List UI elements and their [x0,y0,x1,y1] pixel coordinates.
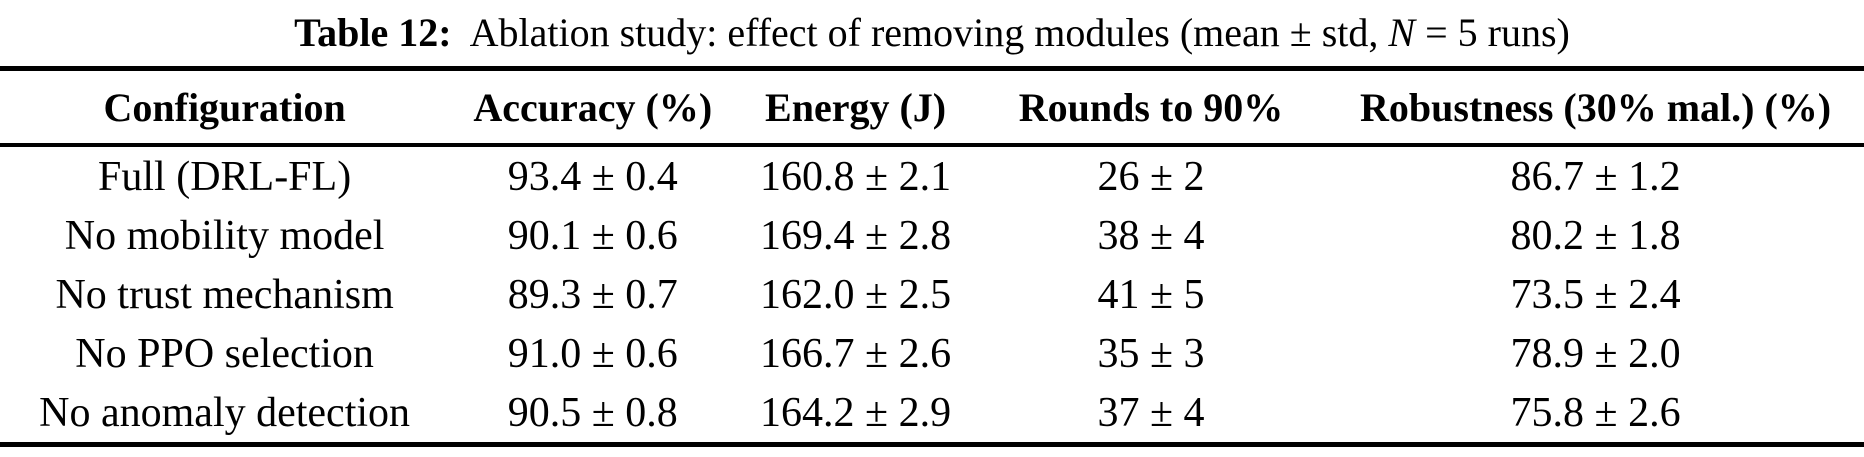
table-caption: Table 12: Ablation study: effect of remov… [0,0,1864,66]
accuracy-cell: 90.1 ± 0.6 [507,212,678,259]
table-row: Full (DRL-FL) 93.4 ± 0.4 160.8 ± 2.1 26 ± 2… [0,145,1864,206]
table-row: No trust mechanism 89.3 ± 0.7 162.0 ± 2.5 4… [0,265,1864,324]
column-header-configuration: Configuration [0,68,450,147]
config-cell: No PPO selection [75,330,374,377]
rounds-cell: 26 ± 2 [1097,153,1205,200]
energy-cell: 160.8 ± 2.1 [760,153,952,200]
config-cell: Full (DRL-FL) [98,153,352,200]
ablation-table: Configuration Accuracy (%) Energy (J) Ro… [0,66,1864,447]
robustness-cell: 86.7 ± 1.2 [1510,153,1681,200]
rounds-cell: 37 ± 4 [1097,389,1205,436]
column-header-energy: Energy (J) [736,68,975,147]
config-cell: No anomaly detection [39,389,411,436]
column-header-robustness: Robustness (30% mal.) (%) [1327,68,1864,147]
energy-cell: 162.0 ± 2.5 [760,271,952,318]
rounds-cell: 35 ± 3 [1097,330,1205,377]
robustness-cell: 73.5 ± 2.4 [1510,271,1681,318]
rounds-cell: 38 ± 4 [1097,212,1205,259]
table-row: No PPO selection 91.0 ± 0.6 166.7 ± 2.6 35 … [0,324,1864,383]
caption-text-after-n: = 5 runs) [1415,10,1570,55]
robustness-cell: 78.9 ± 2.0 [1510,330,1681,377]
caption-n-variable: N [1388,10,1416,55]
accuracy-cell: 89.3 ± 0.7 [507,271,678,318]
energy-cell: 164.2 ± 2.9 [760,389,952,436]
energy-cell: 169.4 ± 2.8 [760,212,952,259]
header-row: Configuration Accuracy (%) Energy (J) Ro… [0,68,1864,147]
table-row: No anomaly detection 90.5 ± 0.8 164.2 ± 2.… [0,383,1864,445]
column-header-accuracy: Accuracy (%) [449,68,737,147]
accuracy-cell: 90.5 ± 0.8 [507,389,678,436]
config-cell: No trust mechanism [55,271,394,318]
rounds-cell: 41 ± 5 [1097,271,1205,318]
table-header: Configuration Accuracy (%) Energy (J) Ro… [0,68,1864,147]
caption-text-before-n: Ablation study: effect of removing modul… [469,10,1389,55]
accuracy-cell: 93.4 ± 0.4 [507,153,678,200]
robustness-cell: 75.8 ± 2.6 [1510,389,1681,436]
column-header-rounds: Rounds to 90% [974,68,1328,147]
table-row: No mobility model 90.1 ± 0.6 169.4 ± 2.8 38… [0,206,1864,265]
config-cell: No mobility model [64,212,385,259]
accuracy-cell: 91.0 ± 0.6 [507,330,678,377]
table-body: Full (DRL-FL) 93.4 ± 0.4 160.8 ± 2.1 26 ± 2… [0,145,1864,445]
energy-cell: 166.7 ± 2.6 [760,330,952,377]
caption-label: Table 12: [294,10,452,55]
robustness-cell: 80.2 ± 1.8 [1510,212,1681,259]
